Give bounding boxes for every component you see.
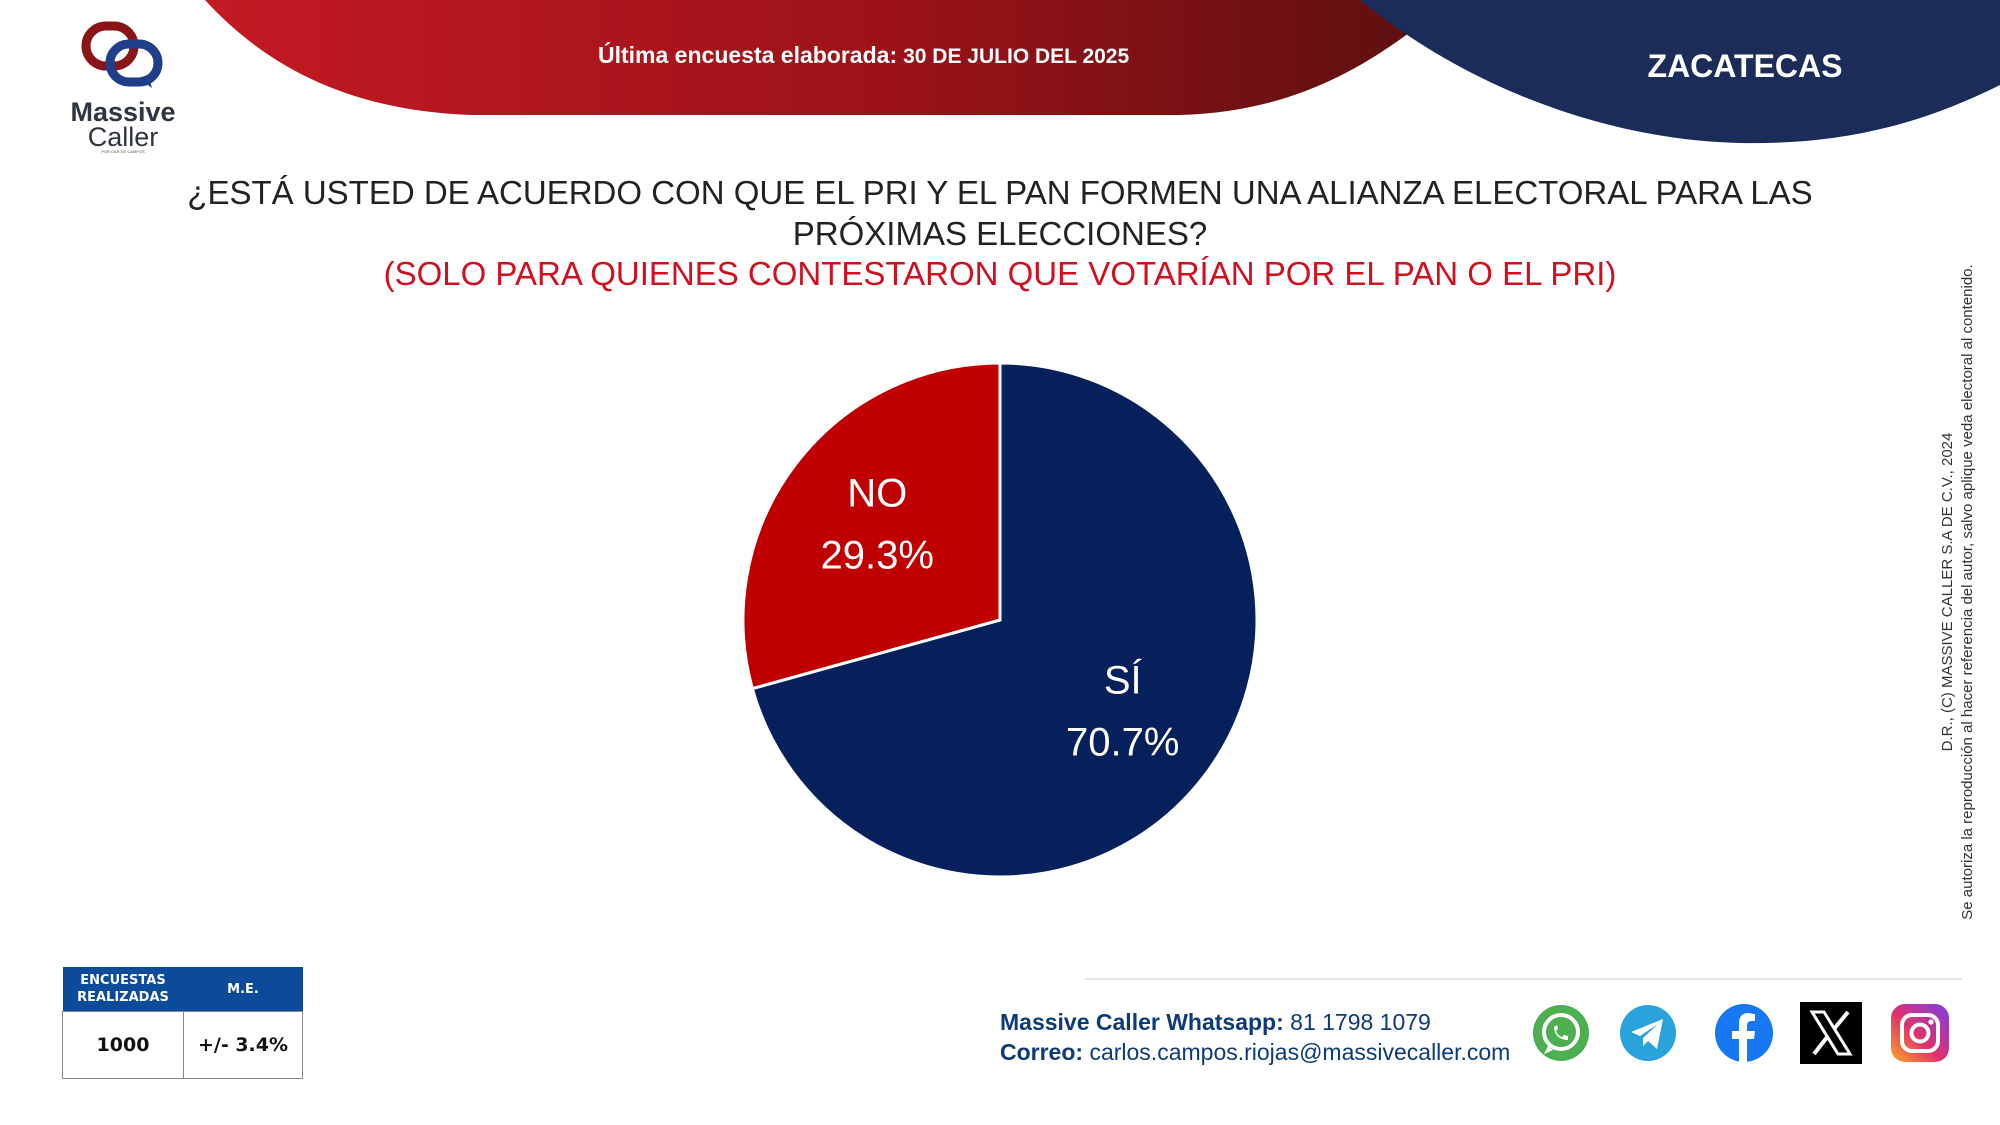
slice-label-no: NO	[847, 472, 907, 516]
question-subtitle: (SOLO PARA QUIENES CONTESTARON QUE VOTAR…	[383, 255, 1617, 292]
header-margin-error: M.E.	[183, 967, 303, 1012]
contact-info: Massive Caller Whatsapp: 81 1798 1079 Co…	[1000, 1007, 1510, 1067]
telegram-icon[interactable]	[1617, 1002, 1679, 1064]
logo-tagline: POR DAR DE CAMPOS	[101, 149, 145, 154]
whatsapp-line: Massive Caller Whatsapp: 81 1798 1079	[1000, 1007, 1510, 1037]
pie-slice-si	[750, 361, 1259, 879]
email-address[interactable]: carlos.campos.riojas@massivecaller.com	[1089, 1039, 1511, 1065]
margin-error-value: +/- 3.4%	[183, 1011, 303, 1079]
surveys-count: 1000	[62, 1011, 184, 1079]
email-label: Correo:	[1000, 1039, 1084, 1065]
survey-date-label: Última encuesta elaborada:	[598, 42, 898, 68]
logo-line1: Massive	[70, 97, 176, 127]
instagram-icon[interactable]	[1889, 1002, 1951, 1064]
pie-chart-svg: SÍ 70.7% NO 29.3%	[741, 361, 1259, 879]
copyright-line1: D.R., (C) MASSIVE CALLER S.A DE C.V., 20…	[1939, 432, 1956, 752]
pie-chart: SÍ 70.7% NO 29.3%	[735, 355, 1265, 885]
question-title: ¿ESTÁ USTED DE ACUERDO CON QUE EL PRI Y …	[187, 174, 1813, 252]
survey-date-value: 30 DE JULIO DEL 2025	[903, 45, 1130, 68]
header-navy-banner	[1360, 0, 2000, 145]
copyright-note: D.R., (C) MASSIVE CALLER S.A DE C.V., 20…	[1938, 242, 1978, 942]
header-surveys: ENCUESTAS REALIZADAS	[62, 967, 184, 1012]
massive-caller-logo: Massive Caller POR DAR DE CAMPOS	[58, 20, 188, 155]
footer-divider	[1085, 978, 1962, 980]
state-name: ZACATECAS	[1647, 48, 1843, 84]
header-red-banner	[0, 0, 1500, 115]
whatsapp-icon[interactable]	[1530, 1002, 1592, 1064]
slice-value-si: 70.7%	[1066, 720, 1179, 764]
stats-table: ENCUESTAS REALIZADAS M.E. 1000 +/- 3.4%	[62, 967, 303, 1079]
chat-bubbles-icon	[81, 21, 163, 88]
copyright-line2: Se autoriza la reproducción al hacer ref…	[1959, 264, 1976, 920]
x-icon[interactable]	[1800, 1002, 1862, 1064]
slice-value-no: 29.3%	[821, 534, 934, 578]
facebook-icon[interactable]	[1713, 1002, 1775, 1064]
slice-label-si: SÍ	[1104, 657, 1143, 702]
email-line: Correo: carlos.campos.riojas@massivecall…	[1000, 1037, 1510, 1067]
whatsapp-number: 81 1798 1079	[1290, 1009, 1431, 1035]
whatsapp-label: Massive Caller Whatsapp:	[1000, 1009, 1284, 1035]
logo-line2: Caller	[87, 122, 159, 152]
pie-slice-no	[741, 361, 1002, 691]
survey-date: Última encuesta elaborada: 30 DE JULIO DE…	[598, 42, 1129, 69]
